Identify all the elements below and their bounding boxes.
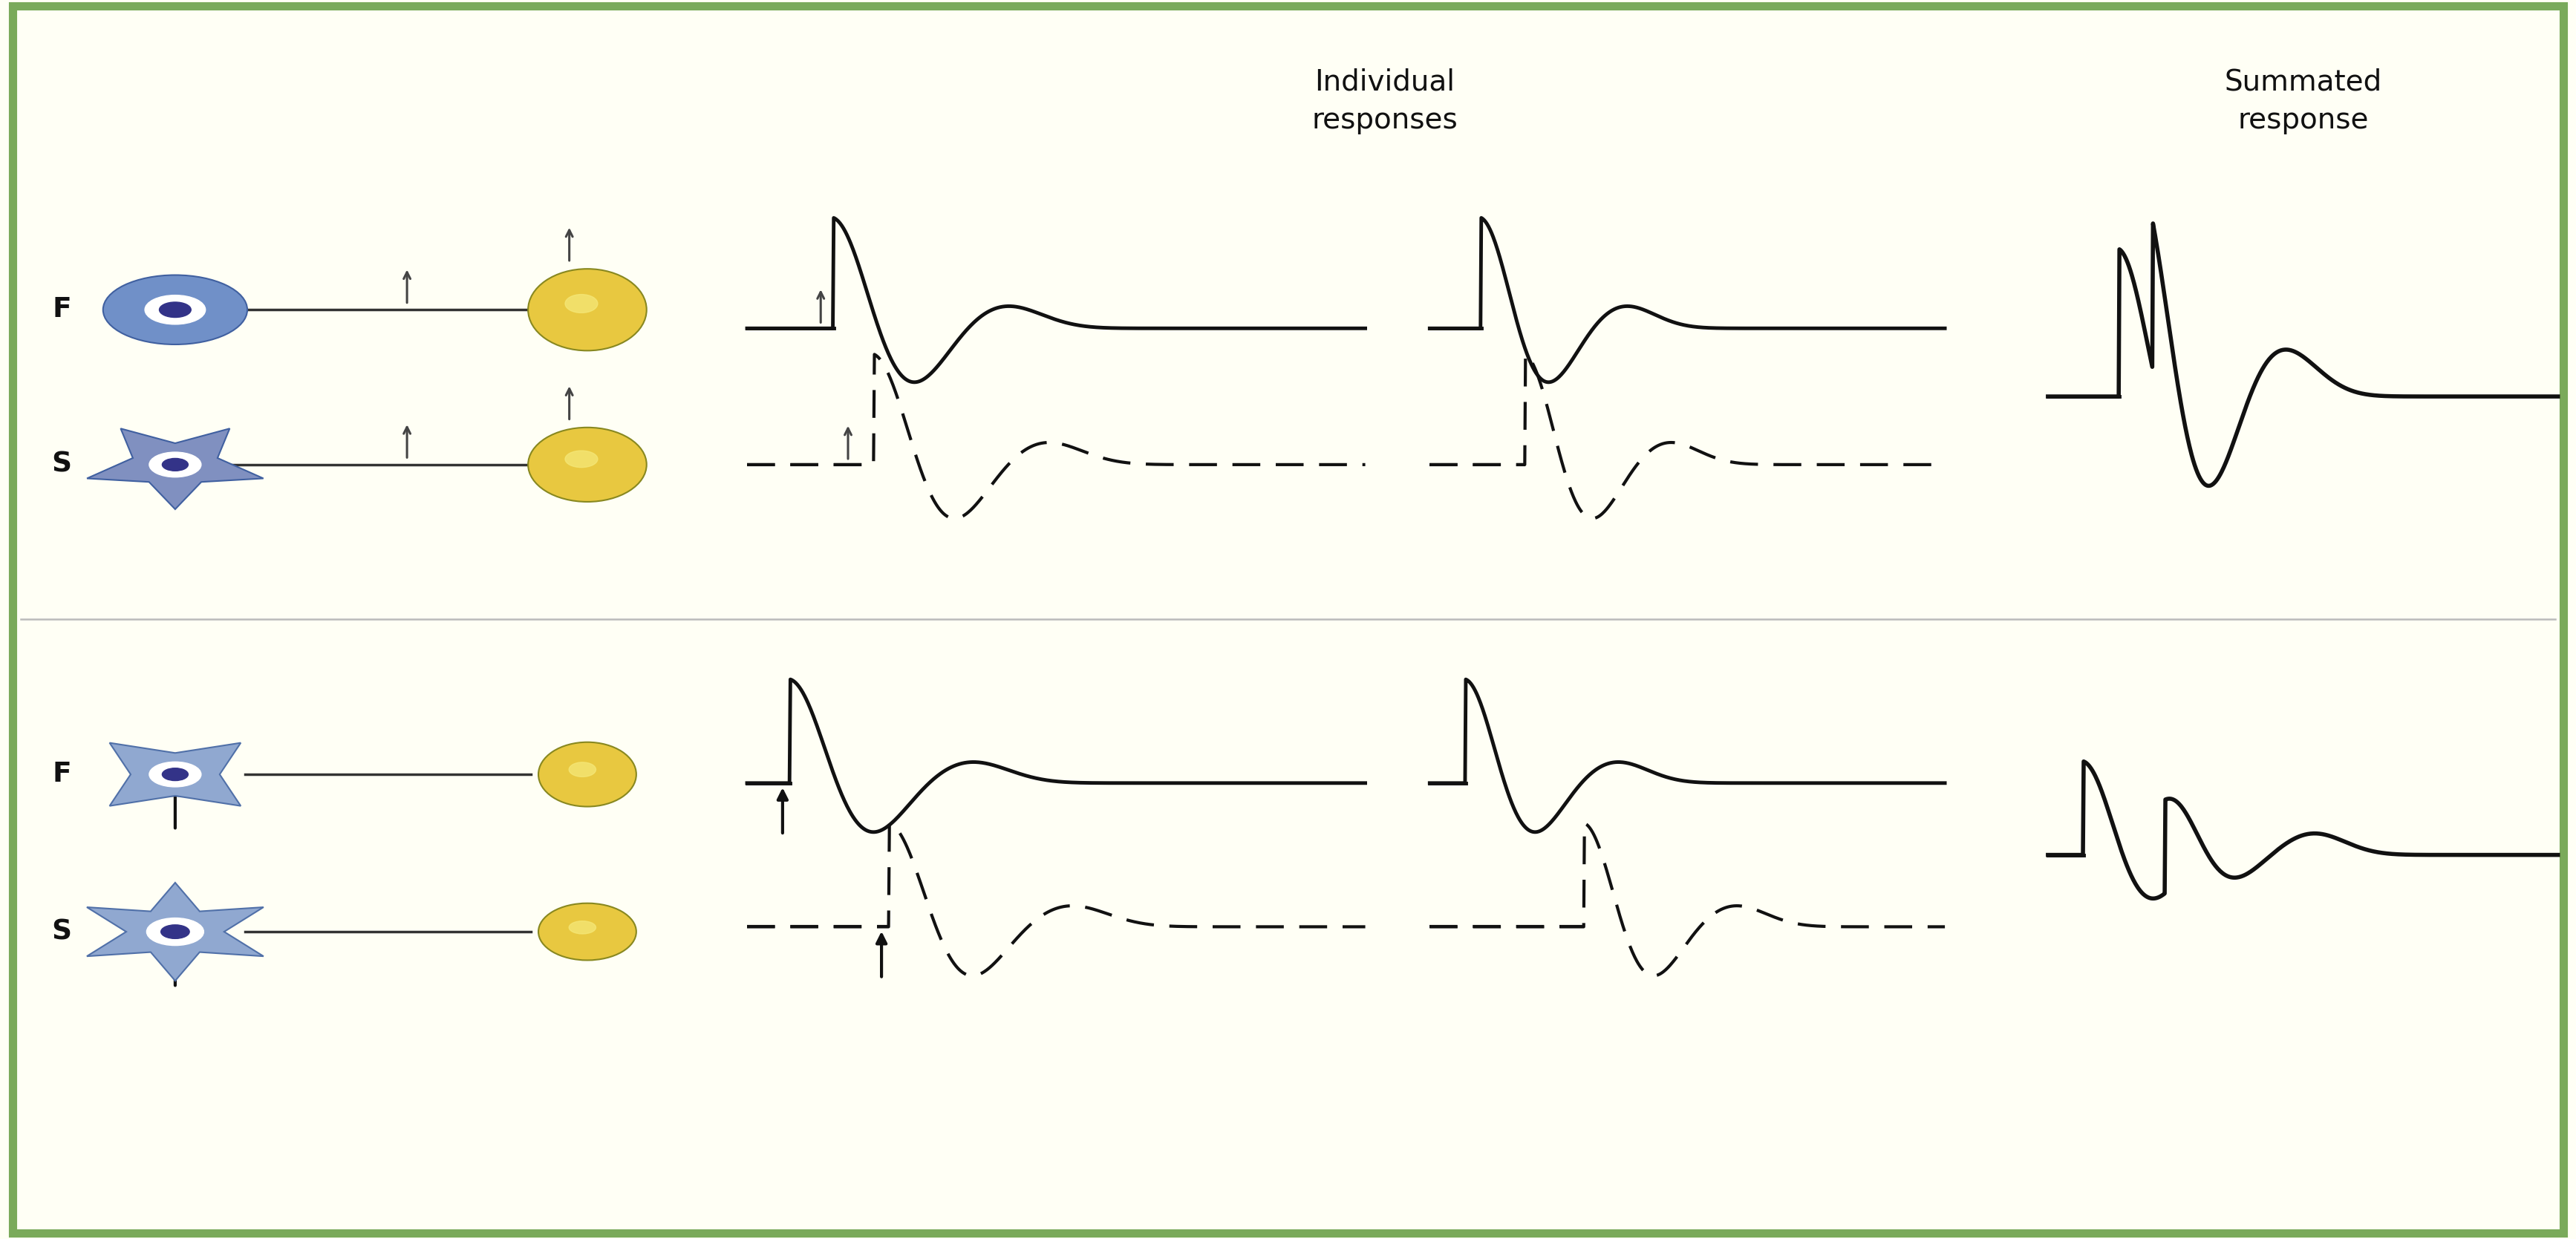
Circle shape — [147, 918, 204, 945]
Ellipse shape — [538, 903, 636, 960]
Circle shape — [149, 762, 201, 787]
Circle shape — [144, 295, 206, 325]
Text: F: F — [52, 761, 72, 788]
Text: F: F — [52, 296, 72, 323]
Circle shape — [162, 458, 188, 471]
Polygon shape — [111, 743, 240, 805]
Ellipse shape — [564, 451, 598, 467]
Ellipse shape — [528, 269, 647, 351]
Circle shape — [160, 924, 191, 939]
Text: Summated
response: Summated response — [2223, 68, 2383, 135]
Ellipse shape — [569, 921, 595, 934]
Text: S: S — [52, 918, 72, 945]
Circle shape — [162, 768, 188, 781]
Ellipse shape — [538, 742, 636, 807]
Ellipse shape — [569, 762, 595, 777]
Ellipse shape — [564, 295, 598, 312]
Polygon shape — [88, 429, 263, 509]
Circle shape — [149, 452, 201, 477]
Text: S: S — [52, 451, 72, 478]
Polygon shape — [88, 882, 263, 981]
Text: Individual
responses: Individual responses — [1311, 68, 1458, 135]
Ellipse shape — [528, 427, 647, 502]
Circle shape — [160, 302, 191, 317]
Circle shape — [103, 275, 247, 344]
